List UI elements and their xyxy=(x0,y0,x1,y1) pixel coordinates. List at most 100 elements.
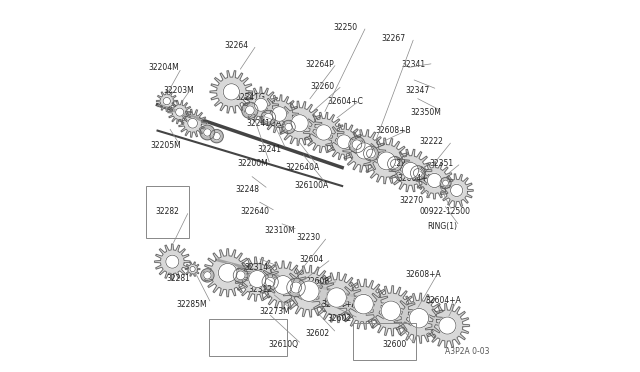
Circle shape xyxy=(223,84,239,100)
Circle shape xyxy=(204,272,211,279)
Polygon shape xyxy=(260,95,299,133)
Text: 326100A: 326100A xyxy=(294,182,328,190)
Text: 32230: 32230 xyxy=(296,233,320,242)
Text: 32604: 32604 xyxy=(300,255,324,264)
Text: 32203M: 32203M xyxy=(163,86,194,94)
Circle shape xyxy=(356,143,372,159)
Circle shape xyxy=(175,108,184,116)
Polygon shape xyxy=(179,109,207,137)
Circle shape xyxy=(364,146,378,161)
Polygon shape xyxy=(259,261,307,309)
Polygon shape xyxy=(339,279,388,329)
Text: 32241GA: 32241GA xyxy=(246,119,282,128)
Polygon shape xyxy=(168,100,191,124)
Circle shape xyxy=(337,135,351,148)
Polygon shape xyxy=(155,244,190,279)
Circle shape xyxy=(428,173,442,187)
Text: 32222: 32222 xyxy=(383,159,406,169)
Polygon shape xyxy=(284,265,335,317)
Circle shape xyxy=(291,115,308,132)
Circle shape xyxy=(381,301,401,321)
Text: 32600: 32600 xyxy=(383,340,407,349)
Text: 32608+B: 32608+B xyxy=(376,126,411,135)
Text: 32205M: 32205M xyxy=(150,141,181,150)
Text: RING(1): RING(1) xyxy=(427,222,457,231)
Text: 322640: 322640 xyxy=(241,207,269,217)
Circle shape xyxy=(285,123,292,131)
Polygon shape xyxy=(416,162,453,199)
Text: 32250: 32250 xyxy=(333,23,357,32)
Text: 32241G: 32241G xyxy=(235,93,265,102)
Circle shape xyxy=(262,274,278,290)
Text: 32310M: 32310M xyxy=(264,226,296,235)
Circle shape xyxy=(266,277,275,287)
Circle shape xyxy=(200,125,215,140)
Circle shape xyxy=(316,125,332,140)
Text: 32350M: 32350M xyxy=(410,108,442,117)
Text: 32608+A: 32608+A xyxy=(405,270,441,279)
Polygon shape xyxy=(303,112,344,153)
Text: 32314: 32314 xyxy=(244,263,268,272)
Circle shape xyxy=(242,102,258,118)
Circle shape xyxy=(349,137,365,153)
Text: 32281: 32281 xyxy=(167,274,191,283)
Text: 32602: 32602 xyxy=(328,314,351,323)
Text: 32604+D: 32604+D xyxy=(397,174,434,183)
Polygon shape xyxy=(394,293,444,343)
Circle shape xyxy=(378,152,396,170)
Circle shape xyxy=(439,317,456,334)
Circle shape xyxy=(390,160,399,168)
Circle shape xyxy=(274,276,292,294)
Text: 32264: 32264 xyxy=(224,41,248,50)
Polygon shape xyxy=(326,123,362,160)
Circle shape xyxy=(233,268,248,283)
Circle shape xyxy=(409,308,429,328)
Text: 32285M: 32285M xyxy=(176,300,207,309)
Circle shape xyxy=(213,132,220,140)
Polygon shape xyxy=(364,138,410,184)
Text: 32270: 32270 xyxy=(399,196,424,205)
Circle shape xyxy=(451,185,463,196)
Polygon shape xyxy=(185,262,200,276)
Circle shape xyxy=(403,162,419,179)
Text: 32604+A: 32604+A xyxy=(322,300,358,309)
Polygon shape xyxy=(204,249,252,297)
Text: 32602: 32602 xyxy=(305,329,330,338)
Polygon shape xyxy=(389,149,432,192)
Text: 32248: 32248 xyxy=(235,185,259,194)
Circle shape xyxy=(190,266,195,272)
Text: 32273M: 32273M xyxy=(259,307,290,316)
Text: 00922-12500: 00922-12500 xyxy=(420,207,470,217)
Text: 32260: 32260 xyxy=(311,82,335,91)
Circle shape xyxy=(204,129,211,136)
Circle shape xyxy=(440,177,451,189)
Circle shape xyxy=(210,129,223,143)
Circle shape xyxy=(443,180,449,186)
Text: 32200M: 32200M xyxy=(237,159,268,169)
Circle shape xyxy=(201,269,214,282)
Polygon shape xyxy=(426,304,470,348)
Text: 32347: 32347 xyxy=(405,86,429,94)
Polygon shape xyxy=(366,286,416,336)
Circle shape xyxy=(255,98,268,111)
Text: 32604+A: 32604+A xyxy=(425,296,461,305)
Text: 32610Q: 32610Q xyxy=(268,340,298,349)
Text: 32351: 32351 xyxy=(429,159,453,169)
Text: 32312: 32312 xyxy=(248,285,272,294)
Text: 32264P: 32264P xyxy=(305,60,334,69)
Circle shape xyxy=(299,281,319,301)
Circle shape xyxy=(352,140,362,150)
Circle shape xyxy=(388,157,403,171)
Circle shape xyxy=(272,107,287,121)
Circle shape xyxy=(218,263,237,282)
Polygon shape xyxy=(156,91,177,111)
Circle shape xyxy=(327,288,346,307)
Circle shape xyxy=(236,271,245,280)
Text: 32267: 32267 xyxy=(381,34,405,43)
Text: 32608: 32608 xyxy=(305,278,330,286)
Circle shape xyxy=(367,149,376,158)
Polygon shape xyxy=(210,71,253,113)
Text: 32241: 32241 xyxy=(257,145,281,154)
Circle shape xyxy=(264,113,273,122)
Circle shape xyxy=(163,97,170,105)
